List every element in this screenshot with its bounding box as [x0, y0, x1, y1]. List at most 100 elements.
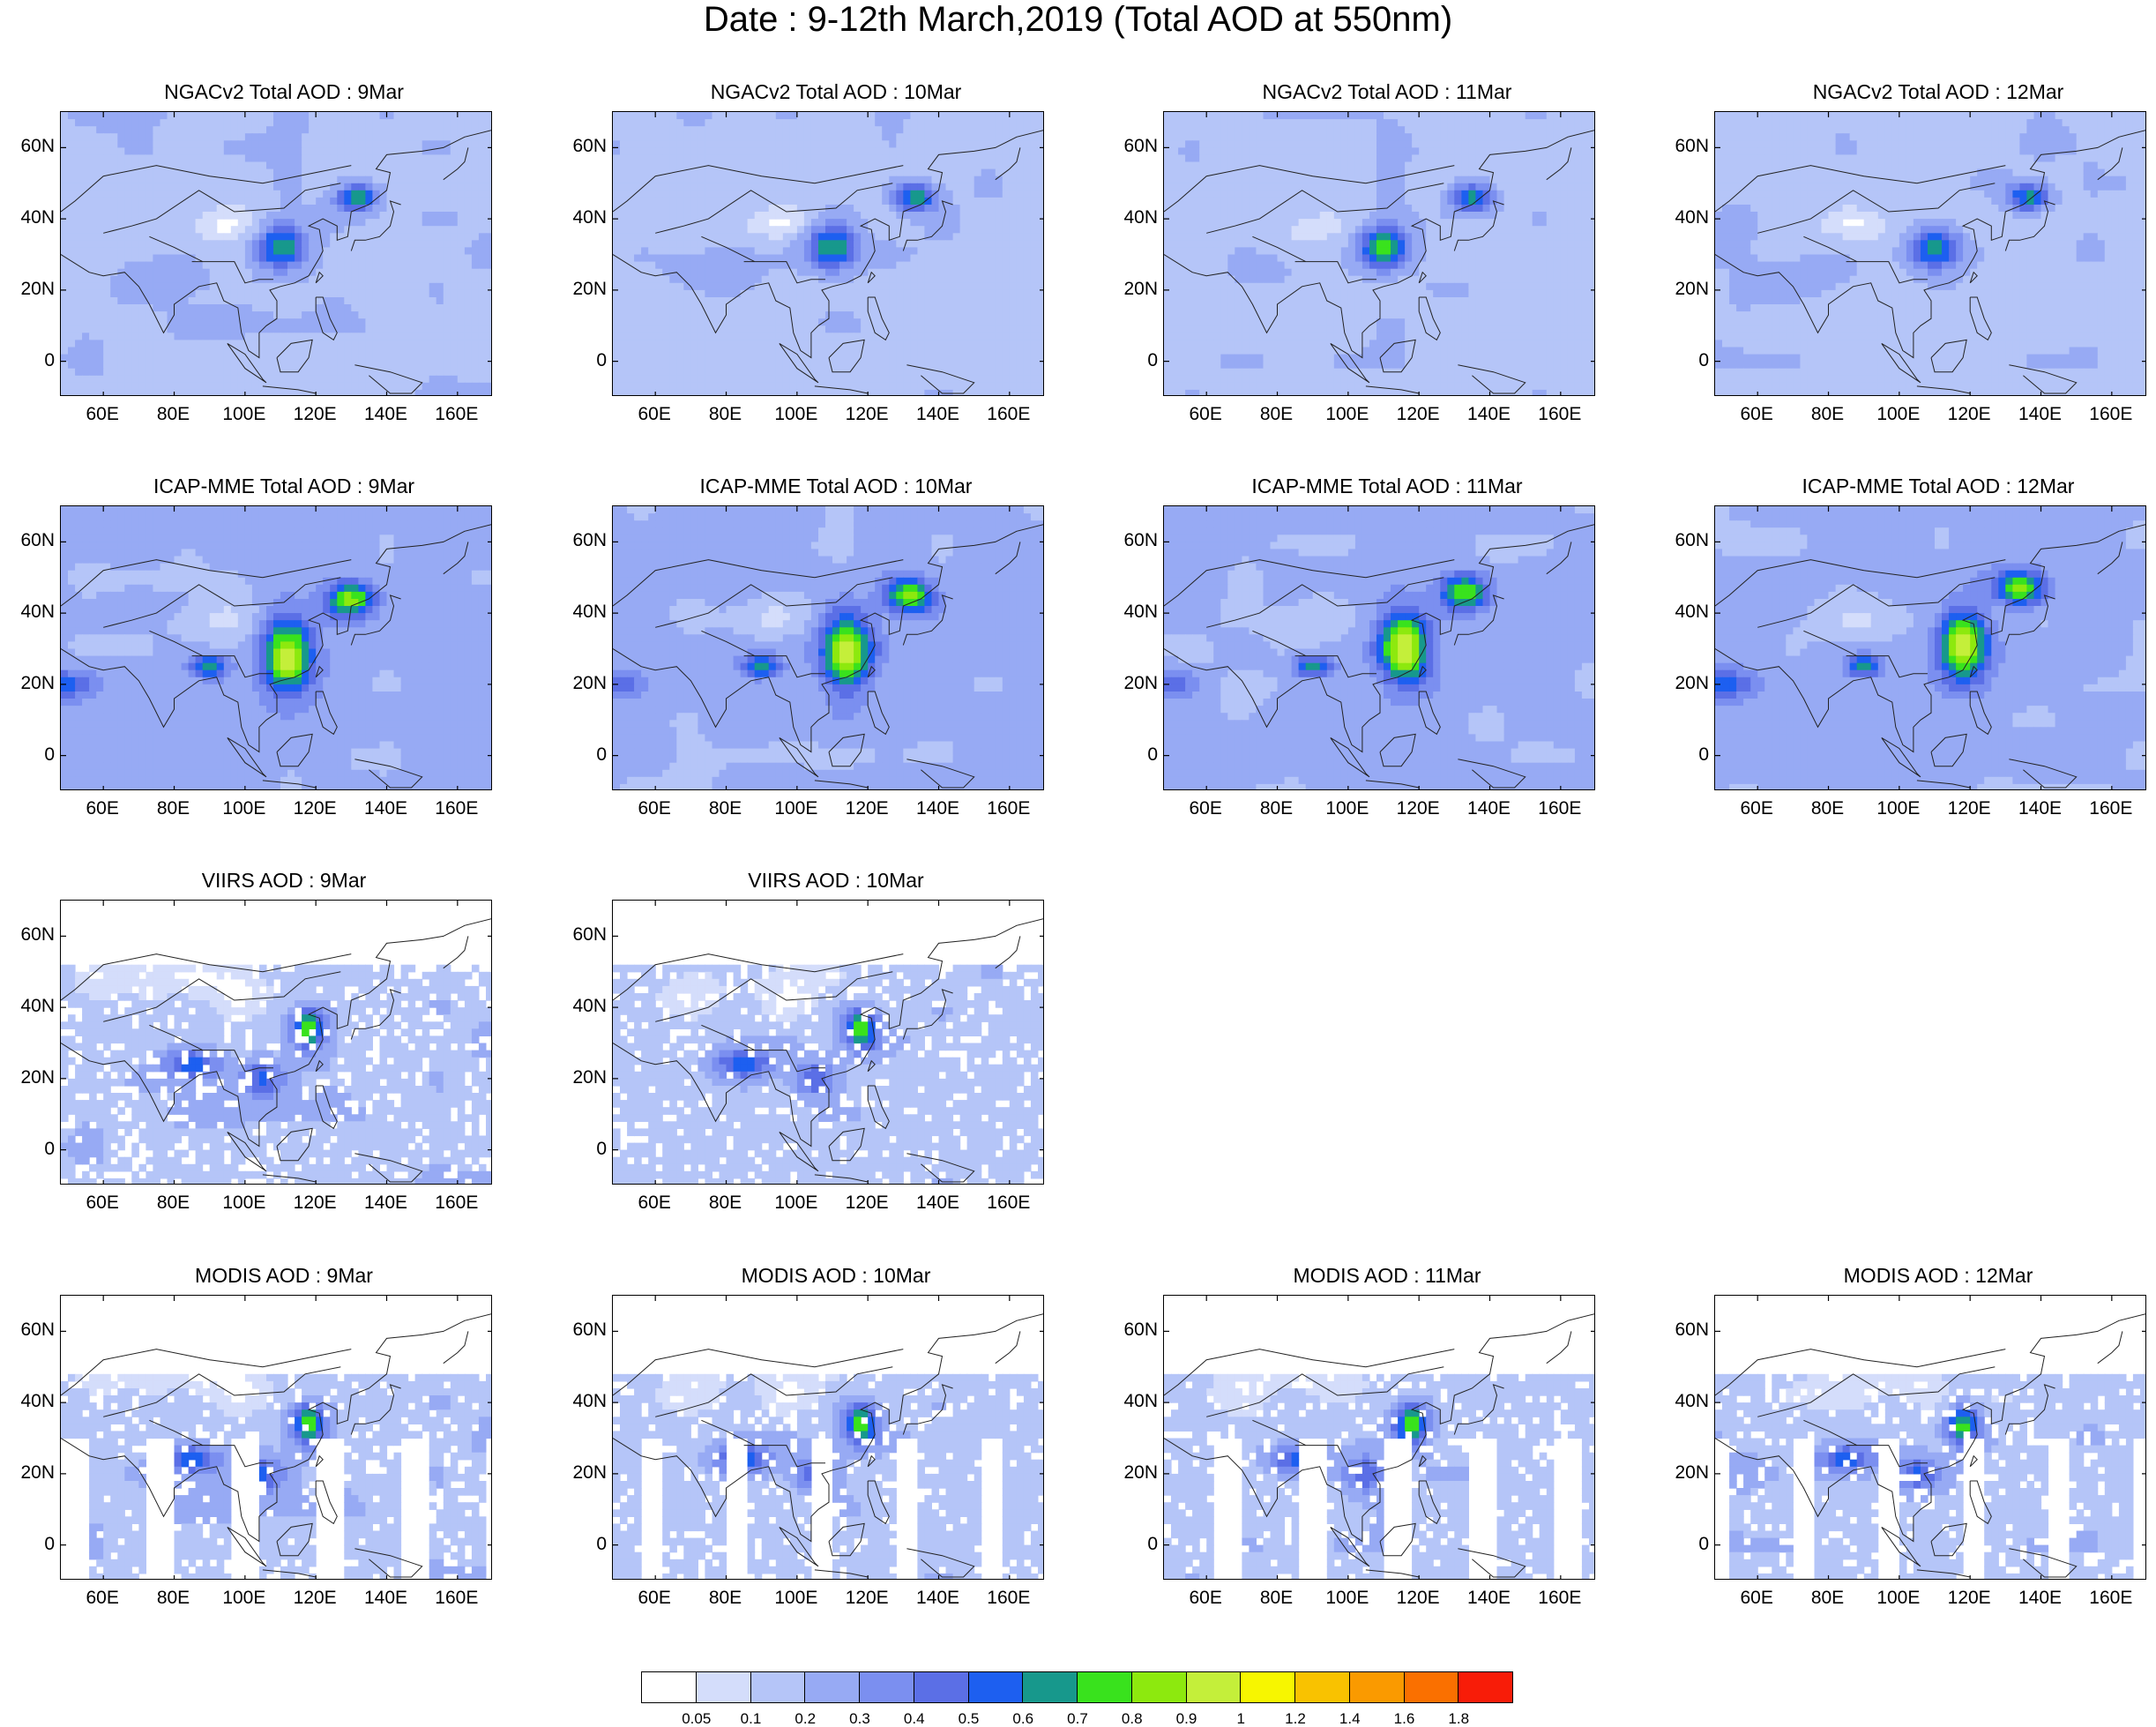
aod-cell [295, 304, 302, 312]
aod-cell [358, 161, 366, 170]
aod-cell [478, 154, 487, 163]
aod-cell [450, 133, 459, 141]
aod-cell [974, 126, 982, 134]
aod-cell [223, 154, 232, 163]
aod-cell [309, 219, 317, 227]
aod-cell [952, 333, 961, 340]
aod-cell [393, 247, 402, 256]
aod-cell [875, 126, 883, 134]
aod-cell [103, 304, 111, 312]
aod-cell [981, 318, 989, 326]
aod-cell [648, 254, 656, 263]
aod-cell [1030, 354, 1039, 363]
aod-cell [676, 183, 684, 191]
aod-cell [167, 247, 175, 256]
aod-cell [803, 261, 812, 270]
aod-cell [309, 176, 317, 184]
aod-cell [847, 318, 854, 326]
aod-cell [82, 168, 90, 177]
aod-cell [775, 282, 784, 291]
aod-cell [761, 197, 770, 206]
aod-cell [436, 161, 444, 170]
aod-cell [832, 375, 840, 384]
aod-cell [966, 375, 975, 384]
aod-cell [486, 197, 491, 206]
aod-cell [810, 347, 819, 355]
aod-cell [775, 197, 784, 206]
aod-cell [244, 268, 253, 277]
aod-cell [931, 375, 940, 384]
aod-cell [414, 197, 423, 206]
aod-cell [188, 183, 197, 191]
aod-cell [372, 318, 380, 326]
aod-cell [351, 126, 359, 134]
aod-cell [414, 183, 423, 191]
aod-cell [407, 190, 416, 198]
aod-cell [775, 240, 784, 248]
aod-cell [924, 318, 932, 326]
aod-cell [1038, 205, 1043, 213]
aod-cell [854, 261, 862, 270]
aod-cell [803, 197, 812, 206]
aod-cell [61, 126, 69, 134]
aod-cell [478, 161, 487, 170]
aod-cell [719, 375, 727, 384]
aod-cell [323, 197, 331, 206]
aod-cell [174, 133, 183, 141]
aod-cell [1002, 240, 1011, 248]
aod-cell [96, 247, 104, 256]
aod-cell [138, 333, 146, 340]
aod-cell [627, 382, 635, 391]
aod-cell [761, 219, 770, 227]
aod-cell [358, 368, 366, 377]
aod-cell [443, 297, 451, 305]
aod-cell [124, 147, 132, 156]
aod-cell [302, 289, 310, 298]
aod-cell [613, 140, 621, 148]
aod-cell [620, 325, 628, 333]
aod-cell [230, 297, 239, 305]
aod-cell [436, 389, 444, 395]
aod-cell [422, 333, 430, 340]
aod-cell [422, 275, 430, 284]
aod-cell [160, 140, 168, 148]
figure-title: Date : 9-12th March,2019 (Total AOD at 5… [0, 0, 2156, 39]
aod-cell [160, 133, 168, 141]
aod-cell [160, 347, 168, 355]
aod-cell [825, 233, 833, 241]
aod-cell [768, 304, 777, 312]
aod-cell [82, 219, 90, 227]
aod-cell [89, 212, 97, 220]
aod-cell [160, 354, 168, 363]
aod-cell [457, 354, 466, 363]
aod-cell [981, 347, 989, 355]
aod-cell [690, 268, 698, 277]
aod-cell [690, 275, 698, 284]
aod-cell [216, 247, 225, 256]
aod-cell [372, 289, 380, 298]
aod-cell [620, 297, 628, 305]
aod-cell [89, 154, 97, 163]
aod-cell [740, 275, 749, 284]
aod-cell [854, 190, 862, 198]
aod-cell [82, 304, 90, 312]
aod-cell [803, 275, 812, 284]
aod-cell [726, 347, 735, 355]
aod-cell [1256, 112, 1264, 120]
aod-cell [464, 126, 473, 134]
aod-cell [868, 119, 876, 127]
aod-cell [82, 212, 90, 220]
aod-cell [153, 333, 160, 340]
aod-cell [627, 361, 635, 370]
aod-cell [1347, 112, 1356, 120]
aod-cell [882, 176, 890, 184]
aod-cell [847, 382, 854, 391]
aod-cell [839, 289, 847, 298]
aod-cell [896, 226, 904, 234]
aod-cell [620, 126, 628, 134]
aod-cell [945, 382, 954, 391]
aod-cell [1016, 289, 1025, 298]
aod-cell [1038, 382, 1043, 391]
aod-cell [117, 282, 125, 291]
aod-cell [478, 340, 487, 348]
